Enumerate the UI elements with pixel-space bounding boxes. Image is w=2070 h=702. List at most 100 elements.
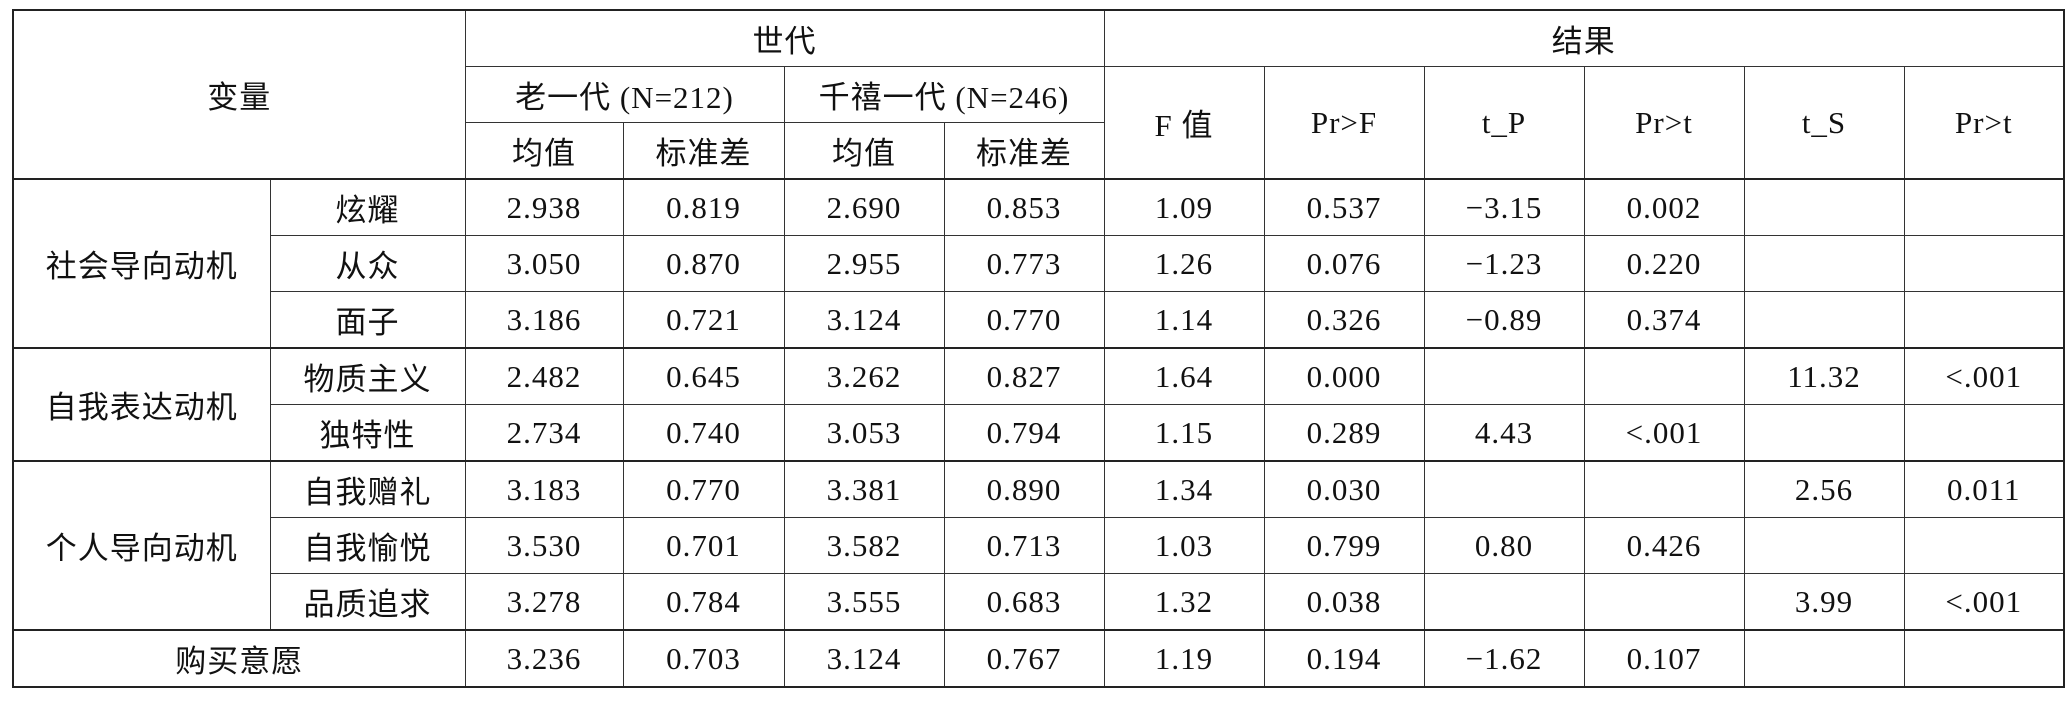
data-cell: 0.80 <box>1423 517 1585 574</box>
row-label: 独特性 <box>269 404 466 462</box>
header-cell: 均值 <box>464 122 624 180</box>
data-cell: 0.683 <box>943 573 1105 631</box>
data-cell: 2.938 <box>464 178 624 236</box>
data-cell: 3.124 <box>783 629 945 688</box>
data-cell: −0.89 <box>1423 291 1585 349</box>
data-cell: 0.799 <box>1263 517 1425 574</box>
data-cell: 0.030 <box>1263 460 1425 518</box>
data-cell: 0.107 <box>1583 629 1745 688</box>
data-cell: 0.289 <box>1263 404 1425 462</box>
section-label: 社会导向动机 <box>12 178 271 349</box>
data-cell <box>1903 291 2065 349</box>
data-cell: 3.530 <box>464 517 624 574</box>
data-cell: 0.784 <box>622 573 785 631</box>
data-cell: 3.278 <box>464 573 624 631</box>
data-cell <box>1903 517 2065 574</box>
header-cell: 均值 <box>783 122 945 180</box>
row-label: 品质追求 <box>269 573 466 631</box>
data-cell: −1.23 <box>1423 235 1585 292</box>
data-cell: 3.183 <box>464 460 624 518</box>
data-cell <box>1423 347 1585 405</box>
data-cell <box>1743 517 1905 574</box>
header-cell: 结果 <box>1103 9 2065 67</box>
data-cell <box>1583 573 1745 631</box>
data-cell: 0.002 <box>1583 178 1745 236</box>
data-cell: 0.701 <box>622 517 785 574</box>
data-cell: 0.194 <box>1263 629 1425 688</box>
header-cell: 千禧一代 (N=246) <box>783 66 1105 123</box>
section-label: 自我表达动机 <box>12 347 271 462</box>
header-cell: Pr>t <box>1903 66 2065 180</box>
data-cell: 0.011 <box>1903 460 2065 518</box>
data-cell: 3.236 <box>464 629 624 688</box>
data-cell: 1.34 <box>1103 460 1265 518</box>
data-cell: 0.721 <box>622 291 785 349</box>
row-label: 从众 <box>269 235 466 292</box>
data-cell: 0.076 <box>1263 235 1425 292</box>
header-cell: 世代 <box>464 9 1105 67</box>
header-cell: t_S <box>1743 66 1905 180</box>
data-cell <box>1743 235 1905 292</box>
data-cell: 3.050 <box>464 235 624 292</box>
table-row: 独特性 2.734 0.740 3.053 0.794 1.15 0.289 4.43 <.00… <box>13 404 2065 462</box>
header-cell: 老一代 (N=212) <box>464 66 785 123</box>
data-cell <box>1583 347 1745 405</box>
header-cell: t_P <box>1423 66 1585 180</box>
table-row: 购买意愿 3.236 0.703 3.124 0.767 1.19 0.194 −1.62 0.… <box>12 629 2065 688</box>
data-cell <box>1903 629 2065 688</box>
data-cell <box>1743 291 1905 349</box>
data-cell <box>1423 573 1585 631</box>
data-cell: −1.62 <box>1423 629 1585 688</box>
data-cell: 1.64 <box>1103 347 1265 405</box>
row-label: 物质主义 <box>269 347 466 405</box>
data-cell: 0.703 <box>622 629 785 688</box>
table-row: 社会导向动机 炫耀 2.938 0.819 2.690 0.853 1.09 0.537 −3.… <box>12 178 2065 349</box>
data-cell <box>1743 178 1905 236</box>
data-cell: 2.955 <box>783 235 945 292</box>
data-cell: 3.262 <box>783 347 945 405</box>
data-cell: 1.09 <box>1103 178 1265 236</box>
data-cell: 0.853 <box>943 178 1105 236</box>
data-cell: 0.890 <box>943 460 1105 518</box>
row-label: 购买意愿 <box>12 629 466 688</box>
row-label: 自我赠礼 <box>269 460 466 518</box>
data-cell: <.001 <box>1903 347 2065 405</box>
table-row: 变量 世代 结果 <box>12 9 2065 180</box>
data-cell: 2.690 <box>783 178 945 236</box>
data-cell <box>1423 460 1585 518</box>
data-cell: 0.827 <box>943 347 1105 405</box>
row-label: 面子 <box>269 291 466 349</box>
data-cell: −3.15 <box>1423 178 1585 236</box>
table-row: 个人导向动机 自我赠礼 3.183 0.770 3.381 0.890 1.34 0.030 2… <box>12 460 2065 631</box>
data-cell: 0.220 <box>1583 235 1745 292</box>
data-cell: 0.740 <box>622 404 785 462</box>
header-cell: Pr>F <box>1263 66 1425 180</box>
data-cell <box>1903 235 2065 292</box>
data-cell: 1.32 <box>1103 573 1265 631</box>
table-body: 变量 世代 结果 老一代 (N=212) 千禧一代 (N=246) F 值 Pr>F t_P P… <box>12 9 2065 688</box>
section-label: 个人导向动机 <box>12 460 271 631</box>
data-cell: 0.773 <box>943 235 1105 292</box>
data-cell: 11.32 <box>1743 347 1905 405</box>
row-label: 自我愉悦 <box>269 517 466 574</box>
data-cell: 0.326 <box>1263 291 1425 349</box>
data-cell: 2.56 <box>1743 460 1905 518</box>
data-cell: 3.124 <box>783 291 945 349</box>
header-cell: F 值 <box>1103 66 1265 180</box>
header-cell: 标准差 <box>943 122 1105 180</box>
data-cell: 3.186 <box>464 291 624 349</box>
data-table: 变量 世代 结果 老一代 (N=212) 千禧一代 (N=246) F 值 Pr>F t_P P… <box>12 9 2065 688</box>
data-cell: 1.14 <box>1103 291 1265 349</box>
data-cell: 4.43 <box>1423 404 1585 462</box>
table-row: 品质追求 3.278 0.784 3.555 0.683 1.32 0.038 3.99 <.0… <box>13 573 2065 631</box>
data-cell: 2.482 <box>464 347 624 405</box>
data-cell: 0.794 <box>943 404 1105 462</box>
data-cell: 0.767 <box>943 629 1105 688</box>
data-cell <box>1903 178 2065 236</box>
data-cell: 0.374 <box>1583 291 1745 349</box>
table-row: 均值 标准差 均值 标准差 <box>13 122 2064 180</box>
header-cell: 变量 <box>12 9 466 180</box>
data-cell: 0.426 <box>1583 517 1745 574</box>
